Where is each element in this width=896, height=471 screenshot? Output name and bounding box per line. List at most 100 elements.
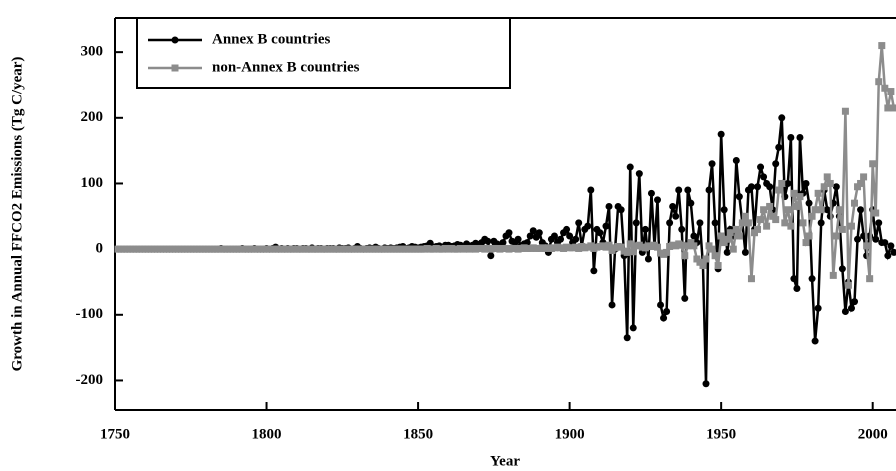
data-point	[884, 252, 892, 260]
data-point	[535, 229, 543, 237]
data-point	[681, 252, 689, 260]
data-point	[660, 314, 668, 322]
data-point	[851, 199, 859, 207]
data-point	[678, 225, 686, 233]
legend-box	[136, 17, 511, 89]
x-tick-label: 1800	[252, 426, 282, 442]
data-point	[723, 248, 731, 256]
data-point	[529, 227, 537, 235]
data-point	[757, 163, 765, 171]
data-point	[687, 199, 695, 207]
data-point	[757, 216, 765, 224]
data-point	[811, 337, 819, 345]
data-point	[732, 156, 740, 164]
data-point	[735, 193, 743, 201]
data-point	[808, 212, 816, 220]
data-point	[860, 173, 868, 181]
data-point	[602, 222, 610, 230]
y-tick-label: -100	[76, 306, 104, 322]
data-point	[832, 183, 840, 191]
x-tick-label: 1950	[706, 426, 736, 442]
data-point	[826, 179, 834, 187]
data-point	[572, 235, 580, 243]
data-point	[702, 255, 710, 263]
y-tick-label: 200	[81, 109, 104, 125]
data-point	[690, 242, 698, 250]
data-point	[575, 219, 583, 227]
data-point	[802, 239, 810, 247]
data-point	[872, 235, 880, 243]
data-point	[735, 232, 743, 240]
data-point	[714, 262, 722, 270]
x-tick-label: 1850	[403, 426, 433, 442]
x-tick-label: 1750	[100, 426, 130, 442]
y-tick-label: 300	[81, 44, 104, 60]
data-point	[723, 235, 731, 243]
data-point	[729, 245, 737, 253]
data-point	[587, 186, 595, 194]
data-point	[793, 285, 801, 293]
data-point	[566, 232, 574, 240]
data-point	[596, 229, 604, 237]
data-point	[635, 170, 643, 178]
data-point	[732, 225, 740, 233]
data-point	[823, 206, 831, 214]
data-point	[699, 262, 707, 270]
data-point	[817, 219, 825, 227]
y-tick-label: 0	[96, 241, 104, 257]
data-point	[626, 240, 634, 248]
data-point	[717, 232, 725, 240]
data-point	[754, 225, 762, 233]
data-point	[787, 222, 795, 230]
data-point	[641, 225, 649, 233]
data-point	[766, 202, 774, 210]
data-point	[875, 219, 883, 227]
data-point	[741, 248, 749, 256]
data-point	[793, 202, 801, 210]
data-point	[784, 179, 792, 187]
data-point	[690, 232, 698, 240]
data-point	[654, 196, 662, 204]
data-point	[778, 179, 786, 187]
data-point	[820, 183, 828, 191]
data-point	[672, 212, 680, 220]
data-point	[887, 242, 895, 250]
data-point	[869, 160, 877, 168]
data-point	[741, 212, 749, 220]
x-axis-label: Year	[490, 453, 520, 469]
data-point	[696, 219, 704, 227]
data-point	[823, 173, 831, 181]
data-point	[708, 245, 716, 253]
data-point	[629, 248, 637, 256]
data-point	[666, 219, 674, 227]
data-point	[781, 219, 789, 227]
data-point	[654, 243, 662, 251]
data-point	[772, 216, 780, 224]
data-point	[857, 179, 865, 187]
data-point	[838, 225, 846, 233]
y-tick-label: 100	[81, 175, 104, 191]
data-point	[747, 183, 755, 191]
data-point	[523, 239, 531, 247]
data-point	[608, 301, 616, 309]
data-point	[857, 206, 865, 214]
data-point	[726, 229, 734, 237]
data-point	[738, 219, 746, 227]
data-point	[681, 294, 689, 302]
data-point	[808, 275, 816, 283]
data-point	[799, 219, 807, 227]
data-point	[814, 304, 822, 312]
data-point	[550, 232, 558, 240]
data-point	[623, 248, 631, 256]
data-point	[790, 189, 798, 197]
data-point	[805, 199, 813, 207]
data-point	[802, 179, 810, 187]
data-point	[787, 134, 795, 142]
data-point	[763, 222, 771, 230]
data-point	[881, 84, 889, 92]
data-point	[629, 324, 637, 332]
data-point	[484, 237, 492, 245]
data-point	[747, 275, 755, 283]
data-point	[863, 242, 871, 250]
data-point	[805, 232, 813, 240]
